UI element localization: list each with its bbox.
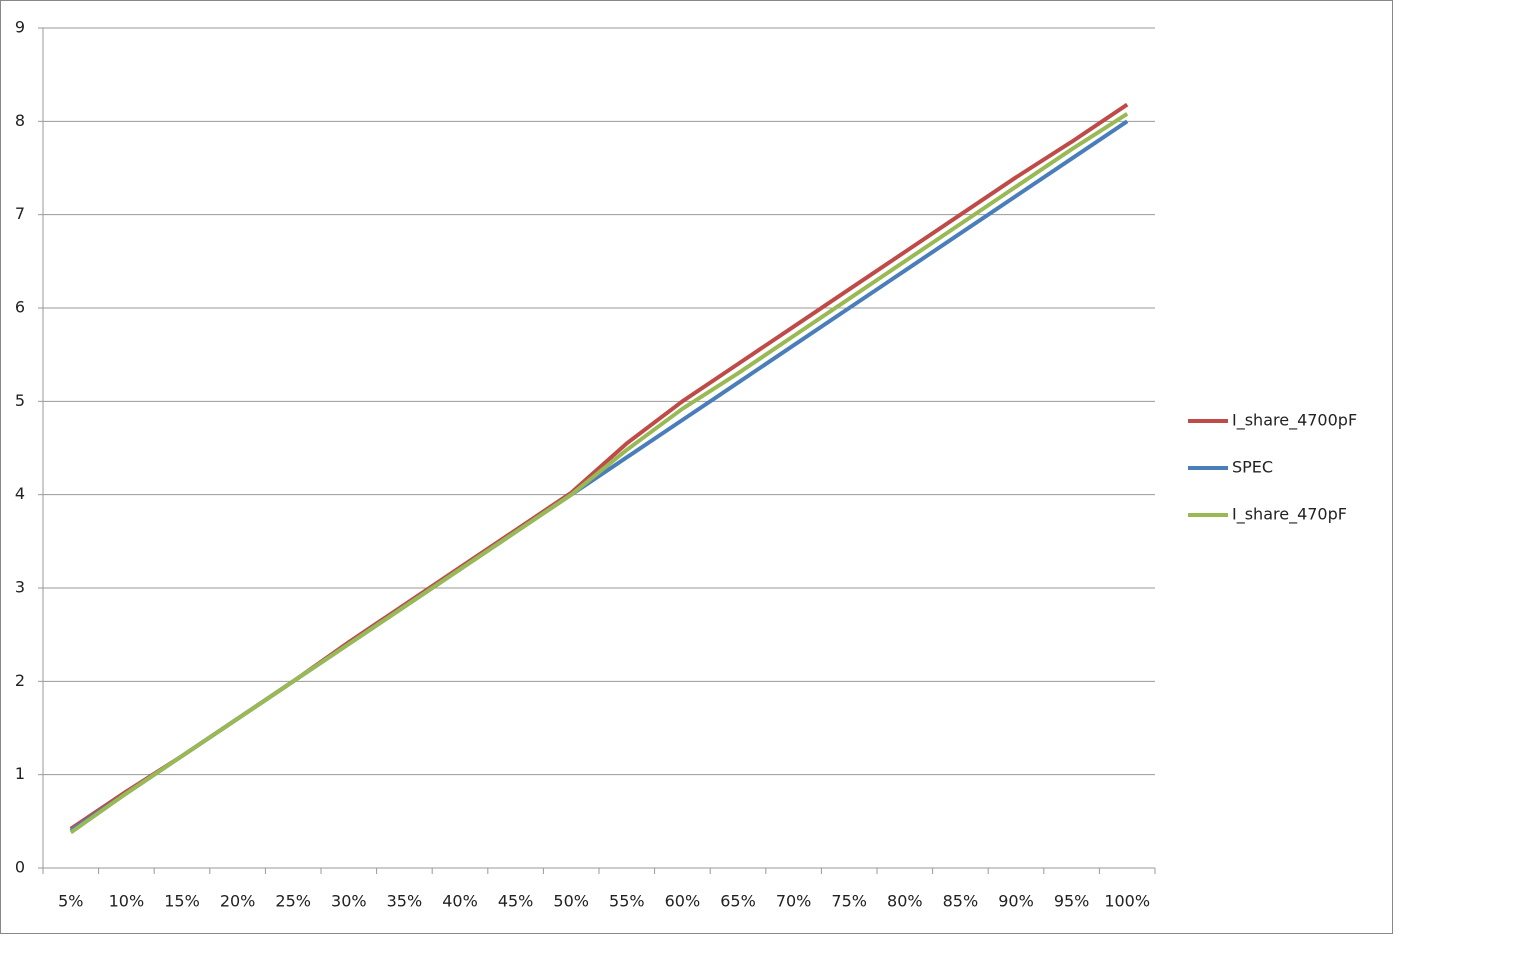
y-tick-label: 6 xyxy=(15,298,25,317)
legend-label: I_share_4700pF xyxy=(1232,411,1357,431)
x-tick-label: 30% xyxy=(331,892,367,911)
chart-border xyxy=(0,0,1393,934)
x-tick-label: 40% xyxy=(442,892,478,911)
x-tick-label: 5% xyxy=(58,892,83,911)
x-tick-label: 85% xyxy=(943,892,979,911)
series-line xyxy=(69,112,1129,835)
x-tick-label: 15% xyxy=(164,892,200,911)
y-tick-label: 3 xyxy=(15,578,25,597)
x-tick-label: 50% xyxy=(553,892,589,911)
x-tick-label: 20% xyxy=(220,892,256,911)
legend-label: SPEC xyxy=(1232,458,1273,477)
x-tick-label: 70% xyxy=(776,892,812,911)
x-tick-label: 65% xyxy=(720,892,756,911)
y-tick-label: 1 xyxy=(15,764,25,783)
x-tick-label: 45% xyxy=(498,892,534,911)
x-tick-label: 25% xyxy=(275,892,311,911)
y-tick-label: 8 xyxy=(15,111,25,130)
y-tick-label: 9 xyxy=(15,18,25,37)
y-tick-label: 5 xyxy=(15,391,25,410)
y-tick-label: 2 xyxy=(15,671,25,690)
x-tick-label: 35% xyxy=(387,892,423,911)
x-tick-label: 75% xyxy=(831,892,867,911)
y-tick-label: 4 xyxy=(15,484,25,503)
legend-label: I_share_470pF xyxy=(1232,505,1347,525)
y-tick-label: 7 xyxy=(15,204,25,223)
x-tick-label: 10% xyxy=(109,892,145,911)
x-tick-label: 95% xyxy=(1054,892,1090,911)
x-tick-label: 55% xyxy=(609,892,645,911)
x-tick-label: 80% xyxy=(887,892,923,911)
y-tick-label: 0 xyxy=(15,858,25,877)
x-tick-label: 90% xyxy=(998,892,1034,911)
x-tick-label: 100% xyxy=(1104,892,1150,911)
x-tick-label: 60% xyxy=(665,892,701,911)
